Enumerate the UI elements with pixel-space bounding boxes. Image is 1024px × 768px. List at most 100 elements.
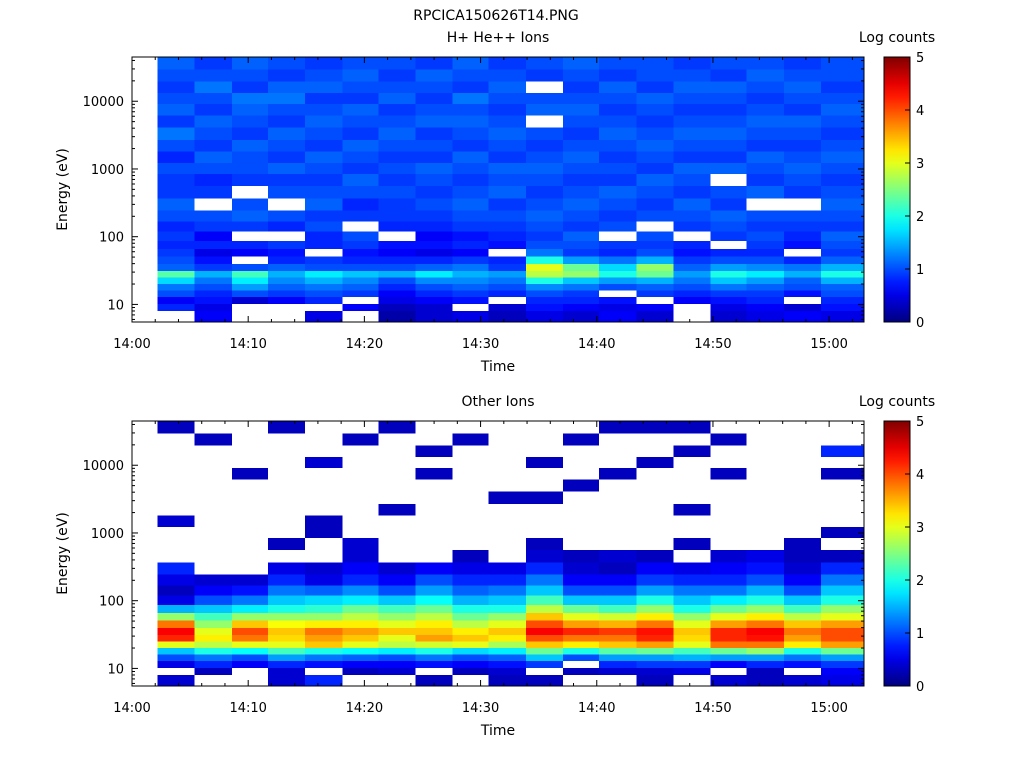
heatmap-cell — [636, 290, 674, 297]
heatmap-cell — [673, 104, 711, 116]
heatmap-cell — [599, 296, 637, 304]
heatmap-cell — [636, 667, 674, 676]
heatmap-cell — [342, 57, 379, 70]
heatmap-cell — [342, 270, 379, 278]
heatmap-cell — [415, 163, 453, 175]
heatmap-cell — [157, 163, 195, 175]
heatmap-cell — [673, 421, 711, 434]
heatmap-cell — [378, 221, 416, 232]
heatmap-cell — [342, 585, 379, 596]
colorbar-tick-label: 2 — [916, 574, 924, 589]
heatmap-cell — [305, 604, 343, 613]
heatmap-cell — [305, 641, 343, 648]
heatmap-cell — [563, 270, 600, 278]
heatmap-cell — [267, 627, 306, 635]
heatmap-cell — [525, 604, 564, 613]
heatmap-cell — [783, 127, 822, 140]
heatmap-cell — [673, 57, 711, 70]
heatmap-cell — [636, 675, 674, 686]
heatmap-cell — [157, 248, 195, 257]
heatmap-cell — [746, 562, 784, 575]
heatmap-cell — [525, 240, 564, 249]
heatmap-cell — [452, 221, 489, 232]
heatmap-cell — [525, 256, 564, 264]
heatmap-cell — [746, 627, 784, 635]
heatmap-cell — [231, 198, 268, 211]
x-tick-label: 14:40 — [578, 701, 615, 716]
heatmap-cell — [563, 198, 600, 211]
heatmap-cell — [194, 620, 232, 628]
heatmap-cell — [305, 654, 343, 661]
heatmap-cell — [194, 595, 232, 605]
heatmap-cell — [194, 231, 232, 241]
heatmap-cell — [342, 283, 379, 291]
heatmap-cell — [746, 574, 784, 586]
heatmap-cell — [783, 256, 822, 264]
heatmap-cell — [157, 92, 195, 105]
heatmap-cell — [194, 277, 232, 284]
heatmap-cell — [636, 198, 674, 211]
heatmap-cell — [194, 240, 232, 249]
heatmap-cell — [746, 595, 784, 605]
heatmap-cell — [783, 283, 822, 291]
heatmap-cell — [673, 210, 711, 222]
heatmap-cell — [746, 549, 784, 563]
heatmap-cell — [821, 174, 864, 186]
heatmap-cell — [194, 221, 232, 232]
heatmap-cell — [452, 151, 489, 164]
heatmap-cell — [415, 296, 453, 304]
heatmap-cell — [194, 311, 232, 322]
heatmap-cell — [673, 654, 711, 661]
x-axis-label: Time — [480, 359, 515, 375]
heatmap-cell — [157, 231, 195, 241]
heatmap-cell — [746, 174, 784, 186]
heatmap-cell — [267, 538, 306, 550]
heatmap-cell — [378, 311, 416, 322]
heatmap-cell — [267, 115, 306, 128]
heatmap-cell — [231, 92, 268, 105]
heatmap-cell — [636, 303, 674, 312]
x-tick-label: 14:30 — [462, 701, 499, 716]
heatmap-cell — [415, 81, 453, 93]
heatmap-cell — [673, 256, 711, 264]
heatmap-cell — [305, 270, 343, 278]
heatmap-cell — [305, 256, 343, 264]
heatmap-cell — [525, 595, 564, 605]
heatmap-cell — [342, 104, 379, 116]
heatmap-cell — [783, 115, 822, 128]
heatmap-cell — [231, 69, 268, 82]
heatmap-cell — [378, 627, 416, 635]
heatmap-cell — [157, 151, 195, 164]
heatmap-cell — [415, 104, 453, 116]
heatmap-cell — [525, 311, 564, 322]
heatmap-cell — [673, 503, 711, 516]
heatmap-cell — [305, 283, 343, 291]
heatmap-cell — [452, 296, 489, 304]
heatmap-cell — [378, 503, 416, 516]
heatmap-cell — [673, 283, 711, 291]
heatmap-cell — [563, 627, 600, 635]
heatmap-cell — [821, 104, 864, 116]
heatmap-cell — [194, 263, 232, 271]
heatmap-cell — [415, 210, 453, 222]
heatmap-cell — [821, 527, 864, 539]
heatmap-cell — [157, 647, 195, 655]
heatmap-cell — [746, 283, 784, 291]
heatmap-cell — [194, 433, 232, 446]
heatmap-cell — [525, 647, 564, 655]
heatmap-cell — [305, 185, 343, 199]
heatmap-cell — [636, 151, 674, 164]
heatmap-cell — [525, 283, 564, 291]
heatmap-cell — [415, 612, 453, 621]
heatmap-cell — [267, 562, 306, 575]
heatmap-cell — [378, 634, 416, 642]
heatmap-cell — [599, 57, 637, 70]
y-tick-label: 10 — [107, 298, 124, 313]
heatmap-cell — [821, 198, 864, 211]
heatmap-cell — [267, 221, 306, 232]
heatmap-cell — [305, 263, 343, 271]
heatmap-cell — [378, 92, 416, 105]
heatmap-cell — [194, 210, 232, 222]
heatmap-cell — [342, 627, 379, 635]
heatmap-cell — [194, 667, 232, 676]
